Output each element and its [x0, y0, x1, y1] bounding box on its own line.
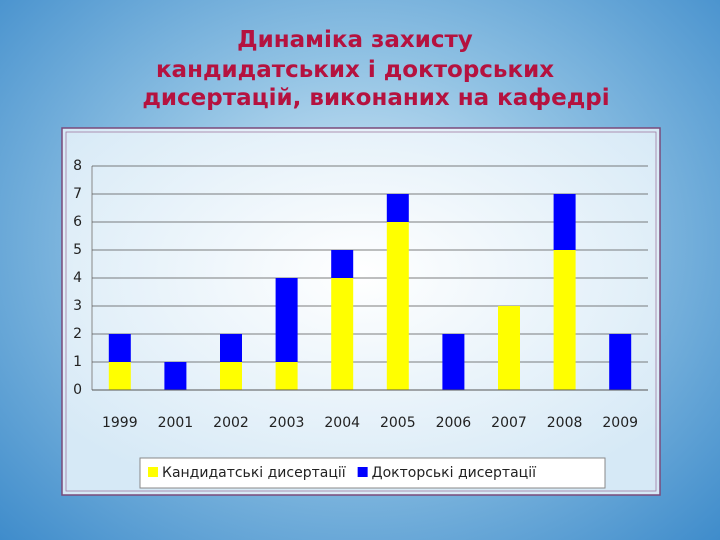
bar-segment [442, 334, 465, 390]
y-tick-label: 3 [73, 298, 82, 314]
title-line: кандидатських і докторських [155, 57, 555, 83]
bar-segment [220, 362, 242, 390]
y-tick-label: 6 [73, 214, 82, 230]
legend-box [139, 457, 606, 489]
bar-segment [220, 334, 242, 362]
chart-inner-frame [65, 131, 657, 492]
x-tick-label: 2008 [547, 415, 583, 431]
x-tick-label: 2003 [269, 415, 305, 431]
x-tick-label: 2006 [436, 415, 472, 431]
bar-segment [386, 194, 409, 222]
bar-segment [331, 278, 354, 390]
x-tick-label: 2004 [324, 415, 360, 431]
bar-segment [331, 250, 354, 278]
y-tick-label: 1 [73, 354, 82, 370]
legend-label: Докторські дисертації [372, 465, 536, 481]
bar-segment [108, 362, 131, 390]
title-line: Динаміка захисту [237, 27, 473, 53]
bar-segment [553, 250, 576, 390]
legend-swatch [357, 467, 368, 477]
legend-swatch [148, 467, 158, 477]
y-tick-label: 0 [73, 382, 82, 398]
x-tick-label: 2005 [380, 415, 416, 431]
title-line: дисертацій, виконаних на кафедрі [142, 85, 610, 111]
bar-segment [386, 222, 409, 390]
y-tick-label: 2 [73, 326, 82, 342]
x-tick-label: 2002 [213, 415, 249, 431]
bar-segment [498, 306, 520, 390]
x-tick-label: 2007 [491, 415, 527, 431]
y-tick-label: 8 [73, 158, 82, 174]
x-tick-label: 2009 [602, 415, 638, 431]
bar-segment [275, 362, 298, 390]
legend-label: Кандидатські дисертації [162, 465, 346, 481]
y-tick-label: 5 [73, 242, 82, 258]
x-tick-label: 1999 [102, 415, 138, 431]
bar-segment [609, 334, 632, 390]
x-tick-label: 2001 [158, 415, 194, 431]
bar-segment [164, 362, 187, 390]
bar-segment [108, 334, 131, 362]
bar-segment [553, 194, 576, 250]
y-tick-label: 7 [73, 186, 82, 202]
bar-segment [275, 278, 298, 362]
y-tick-label: 4 [73, 270, 82, 286]
